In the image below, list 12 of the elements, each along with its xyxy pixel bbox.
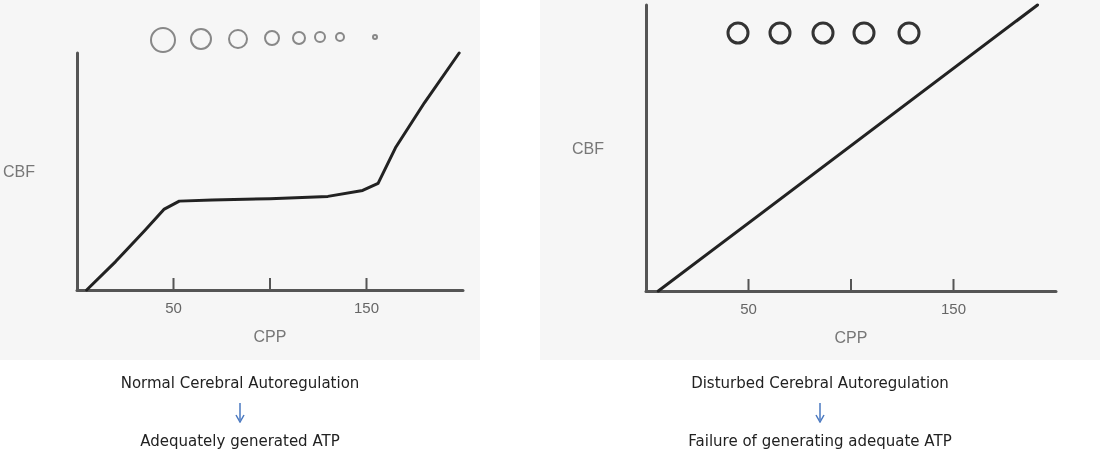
- text: Normal Cerebral Autoregulation: [119, 374, 361, 392]
- y-axis-title: CBF: [3, 163, 36, 180]
- x-axis-title: CPP: [253, 327, 287, 345]
- x-axis-title: CPP: [834, 328, 868, 346]
- text: Failure of generating adequate ATP: [687, 432, 953, 450]
- x-tick-label: 50: [165, 299, 182, 316]
- x-tick-label: 150: [940, 300, 967, 317]
- x-tick-label: 50: [740, 300, 757, 317]
- text: Disturbed Cerebral Autoregulation: [690, 374, 950, 392]
- y-axis-title: CBF: [572, 139, 605, 157]
- x-tick-label: 150: [353, 299, 380, 316]
- text: Adequately generated ATP: [139, 432, 341, 450]
